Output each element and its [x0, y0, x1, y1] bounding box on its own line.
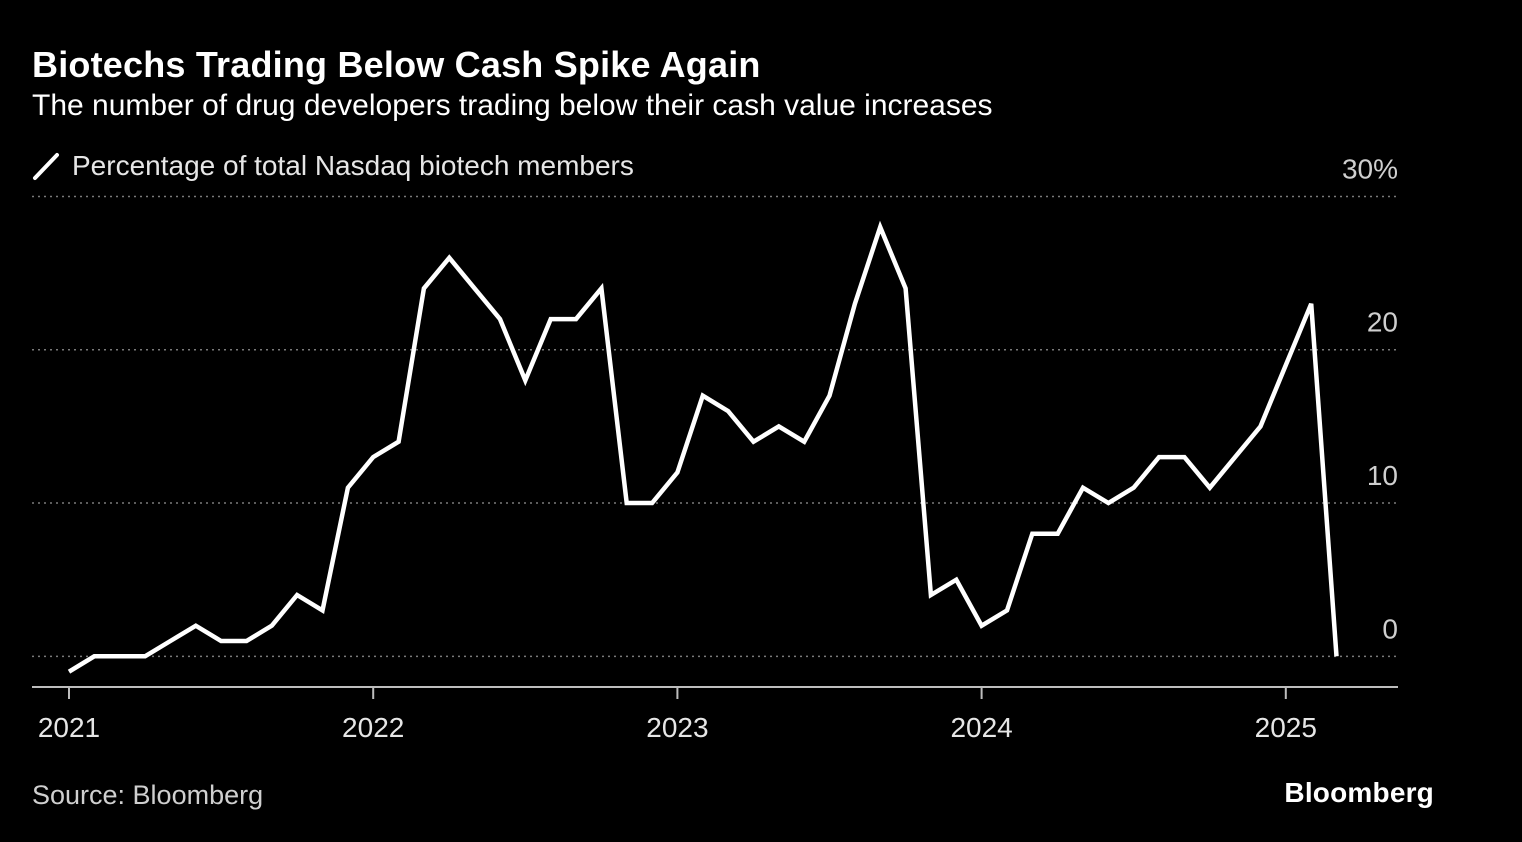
legend: Percentage of total Nasdaq biotech membe…	[32, 150, 634, 182]
series-line	[67, 220, 1339, 674]
y-tick-label: 10	[1367, 460, 1398, 491]
x-tick-label: 2021	[38, 712, 100, 743]
legend-line-icon	[33, 153, 59, 180]
chart-subtitle: The number of drug developers trading be…	[32, 89, 993, 122]
x-tick-label: 2024	[950, 712, 1012, 743]
y-tick-label: 30%	[1342, 153, 1398, 184]
y-tick-label: 20	[1367, 307, 1398, 338]
chart-title: Biotechs Trading Below Cash Spike Again	[32, 44, 761, 85]
x-tick-label: 2023	[646, 712, 708, 743]
source-note: Source: Bloomberg	[32, 780, 264, 810]
legend-label: Percentage of total Nasdaq biotech membe…	[72, 150, 634, 181]
y-tick-label: 0	[1382, 613, 1398, 644]
x-tick-label: 2022	[342, 712, 404, 743]
bloomberg-logo: Bloomberg	[1284, 777, 1434, 808]
x-tick-label: 2025	[1255, 712, 1317, 743]
